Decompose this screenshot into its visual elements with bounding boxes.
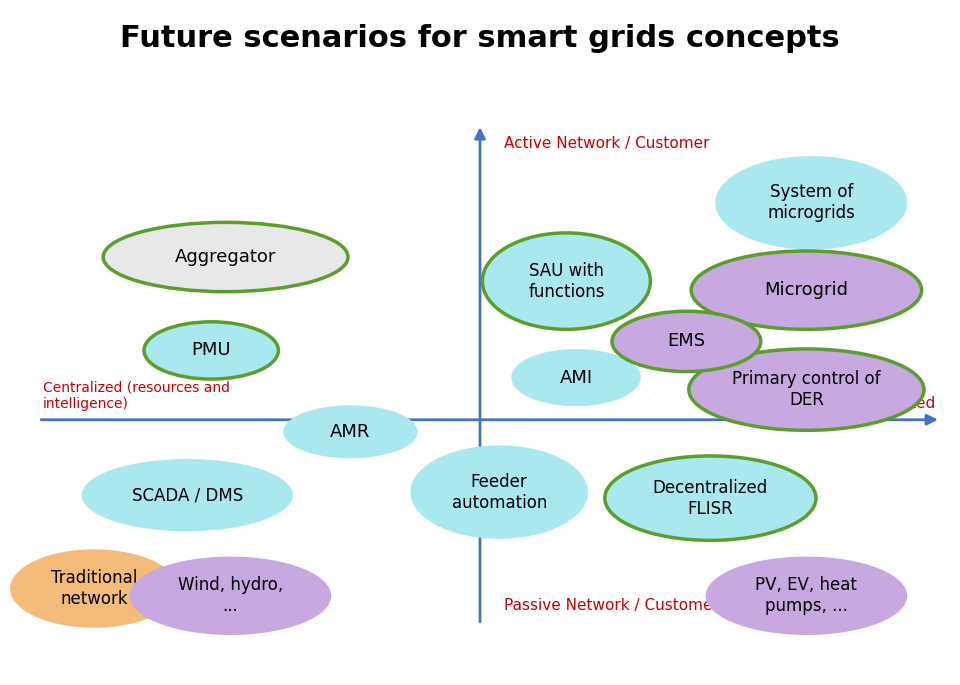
Ellipse shape: [511, 349, 641, 406]
Ellipse shape: [605, 456, 816, 540]
Text: Active Network / Customer: Active Network / Customer: [504, 136, 709, 151]
Text: Centralized (resources and
intelligence): Centralized (resources and intelligence): [43, 381, 230, 411]
Text: AMI: AMI: [560, 369, 592, 386]
Ellipse shape: [691, 251, 922, 329]
Text: Feeder
automation: Feeder automation: [451, 473, 547, 512]
Text: Decentralized
FLISR: Decentralized FLISR: [653, 479, 768, 518]
Text: Microgrid: Microgrid: [764, 281, 849, 299]
Text: AMR: AMR: [330, 423, 371, 441]
Ellipse shape: [283, 406, 418, 458]
Ellipse shape: [482, 233, 651, 329]
Ellipse shape: [103, 223, 348, 292]
Text: PV, EV, heat
pumps, ...: PV, EV, heat pumps, ...: [756, 576, 857, 615]
Text: Distributed: Distributed: [851, 396, 936, 411]
Text: Aggregator: Aggregator: [175, 248, 276, 266]
Text: Passive Network / Customer: Passive Network / Customer: [504, 598, 719, 612]
Text: PMU: PMU: [191, 341, 231, 360]
Text: SAU with
functions: SAU with functions: [528, 262, 605, 301]
Text: Traditional
network: Traditional network: [51, 569, 137, 608]
Ellipse shape: [612, 311, 760, 371]
Ellipse shape: [411, 445, 588, 539]
Ellipse shape: [144, 322, 278, 379]
Text: Wind, hydro,
...: Wind, hydro, ...: [178, 576, 283, 615]
Ellipse shape: [82, 459, 293, 532]
Text: SCADA / DMS: SCADA / DMS: [132, 486, 243, 504]
Ellipse shape: [715, 156, 907, 249]
Ellipse shape: [10, 549, 178, 627]
Text: EMS: EMS: [667, 332, 706, 351]
Ellipse shape: [688, 349, 924, 430]
Ellipse shape: [130, 557, 331, 635]
Text: Primary control of
DER: Primary control of DER: [732, 370, 880, 409]
Text: System of
microgrids: System of microgrids: [767, 184, 855, 222]
Text: Future scenarios for smart grids concepts: Future scenarios for smart grids concept…: [120, 24, 840, 53]
Ellipse shape: [706, 557, 907, 635]
